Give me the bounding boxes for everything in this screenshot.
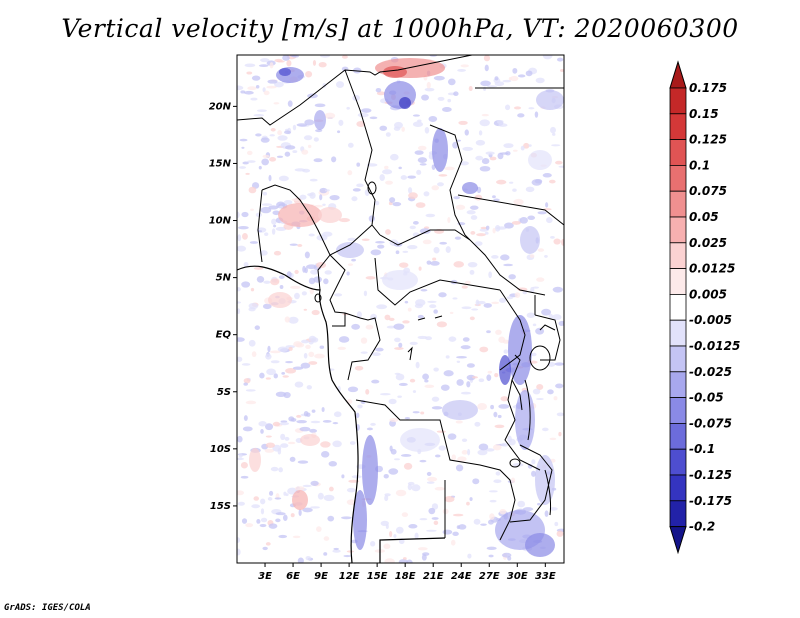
colorbar-label: -0.075 — [689, 416, 732, 430]
lat-label: 5S — [217, 387, 231, 398]
colorbar-label: 0.0125 — [689, 262, 735, 276]
colorbar-swatch — [669, 113, 687, 141]
colorbar-label: 0.025 — [689, 236, 727, 250]
colorbar-swatch — [669, 164, 687, 192]
colorbar-swatch — [669, 397, 687, 424]
colorbar-label: 0.005 — [689, 287, 727, 301]
colorbar-swatch — [669, 474, 687, 502]
colorbar-label: 0.175 — [689, 81, 727, 95]
map-title: Vertical velocity [m/s] at 1000hPa, VT: … — [61, 14, 739, 43]
lon-label: 6E — [286, 571, 300, 582]
lat-label: 10S — [210, 444, 231, 455]
lon-label: 24E — [451, 571, 472, 582]
lon-label: 27E — [479, 571, 500, 582]
lat-label: 15N — [209, 158, 232, 169]
colorbar-swatch — [669, 268, 687, 295]
colorbar-label: 0.075 — [689, 184, 727, 198]
lat-label: 15S — [210, 501, 231, 512]
lakes — [314, 181, 556, 516]
lat-label: EQ — [216, 330, 232, 341]
colorbar-bottom-arrow — [669, 526, 687, 555]
latitude-axis: 20N 15N 10N 5N EQ 5S 10S 15S — [209, 101, 237, 512]
lon-label: 9E — [314, 571, 328, 582]
lat-label: 5N — [216, 273, 232, 284]
colorbar-top-arrow — [669, 60, 687, 89]
colorbar-swatch — [669, 242, 687, 270]
colorbar-swatch — [669, 371, 687, 398]
colorbar-label: -0.1 — [689, 442, 715, 456]
field-layer — [237, 55, 564, 563]
colorbar-label: -0.125 — [689, 468, 732, 482]
longitude-axis: 3E 6E 9E 12E 15E 18E 21E 24E 27E 30E 33E — [258, 563, 556, 582]
coastline — [237, 265, 446, 563]
colorbar-swatch — [669, 319, 687, 347]
lon-label: 21E — [423, 571, 444, 582]
colorbar-label: -0.175 — [689, 494, 732, 508]
colorbar-swatch — [669, 87, 687, 115]
lon-label: 3E — [258, 571, 272, 582]
colorbar-label: -0.005 — [689, 313, 732, 327]
colorbar-swatch — [669, 345, 687, 373]
lon-label: 30E — [507, 571, 528, 582]
lon-label: 15E — [367, 571, 388, 582]
colorbar-label: 0.15 — [689, 107, 719, 121]
lat-label: 20N — [209, 101, 232, 112]
colorbar-label: 0.05 — [689, 210, 719, 224]
colorbar-swatch — [669, 422, 687, 450]
colorbar-swatch — [669, 190, 687, 218]
country-borders — [237, 55, 564, 541]
colorbar-label: -0.025 — [689, 365, 732, 379]
colorbar-swatch — [669, 293, 687, 321]
colorbar-label: 0.1 — [689, 158, 710, 172]
lon-label: 12E — [339, 571, 360, 582]
lon-label: 33E — [535, 571, 556, 582]
colorbar-swatch — [669, 448, 687, 476]
colorbar: 0.175 0.15 0.125 0.1 0.075 0.05 0.025 0.0125 0.0… — [669, 60, 740, 555]
colorbar-label: -0.0125 — [689, 339, 740, 353]
colorbar-label: -0.05 — [689, 391, 724, 405]
grads-credit: GrADS: IGES/COLA — [4, 603, 91, 613]
colorbar-swatch — [669, 216, 687, 244]
colorbar-swatch — [669, 500, 687, 527]
colorbar-label: -0.2 — [689, 520, 715, 534]
lat-label: 10N — [209, 216, 232, 227]
colorbar-swatch — [669, 139, 687, 166]
lon-label: 18E — [395, 571, 416, 582]
colorbar-label: 0.125 — [689, 133, 727, 147]
plot-frame — [236, 54, 565, 564]
